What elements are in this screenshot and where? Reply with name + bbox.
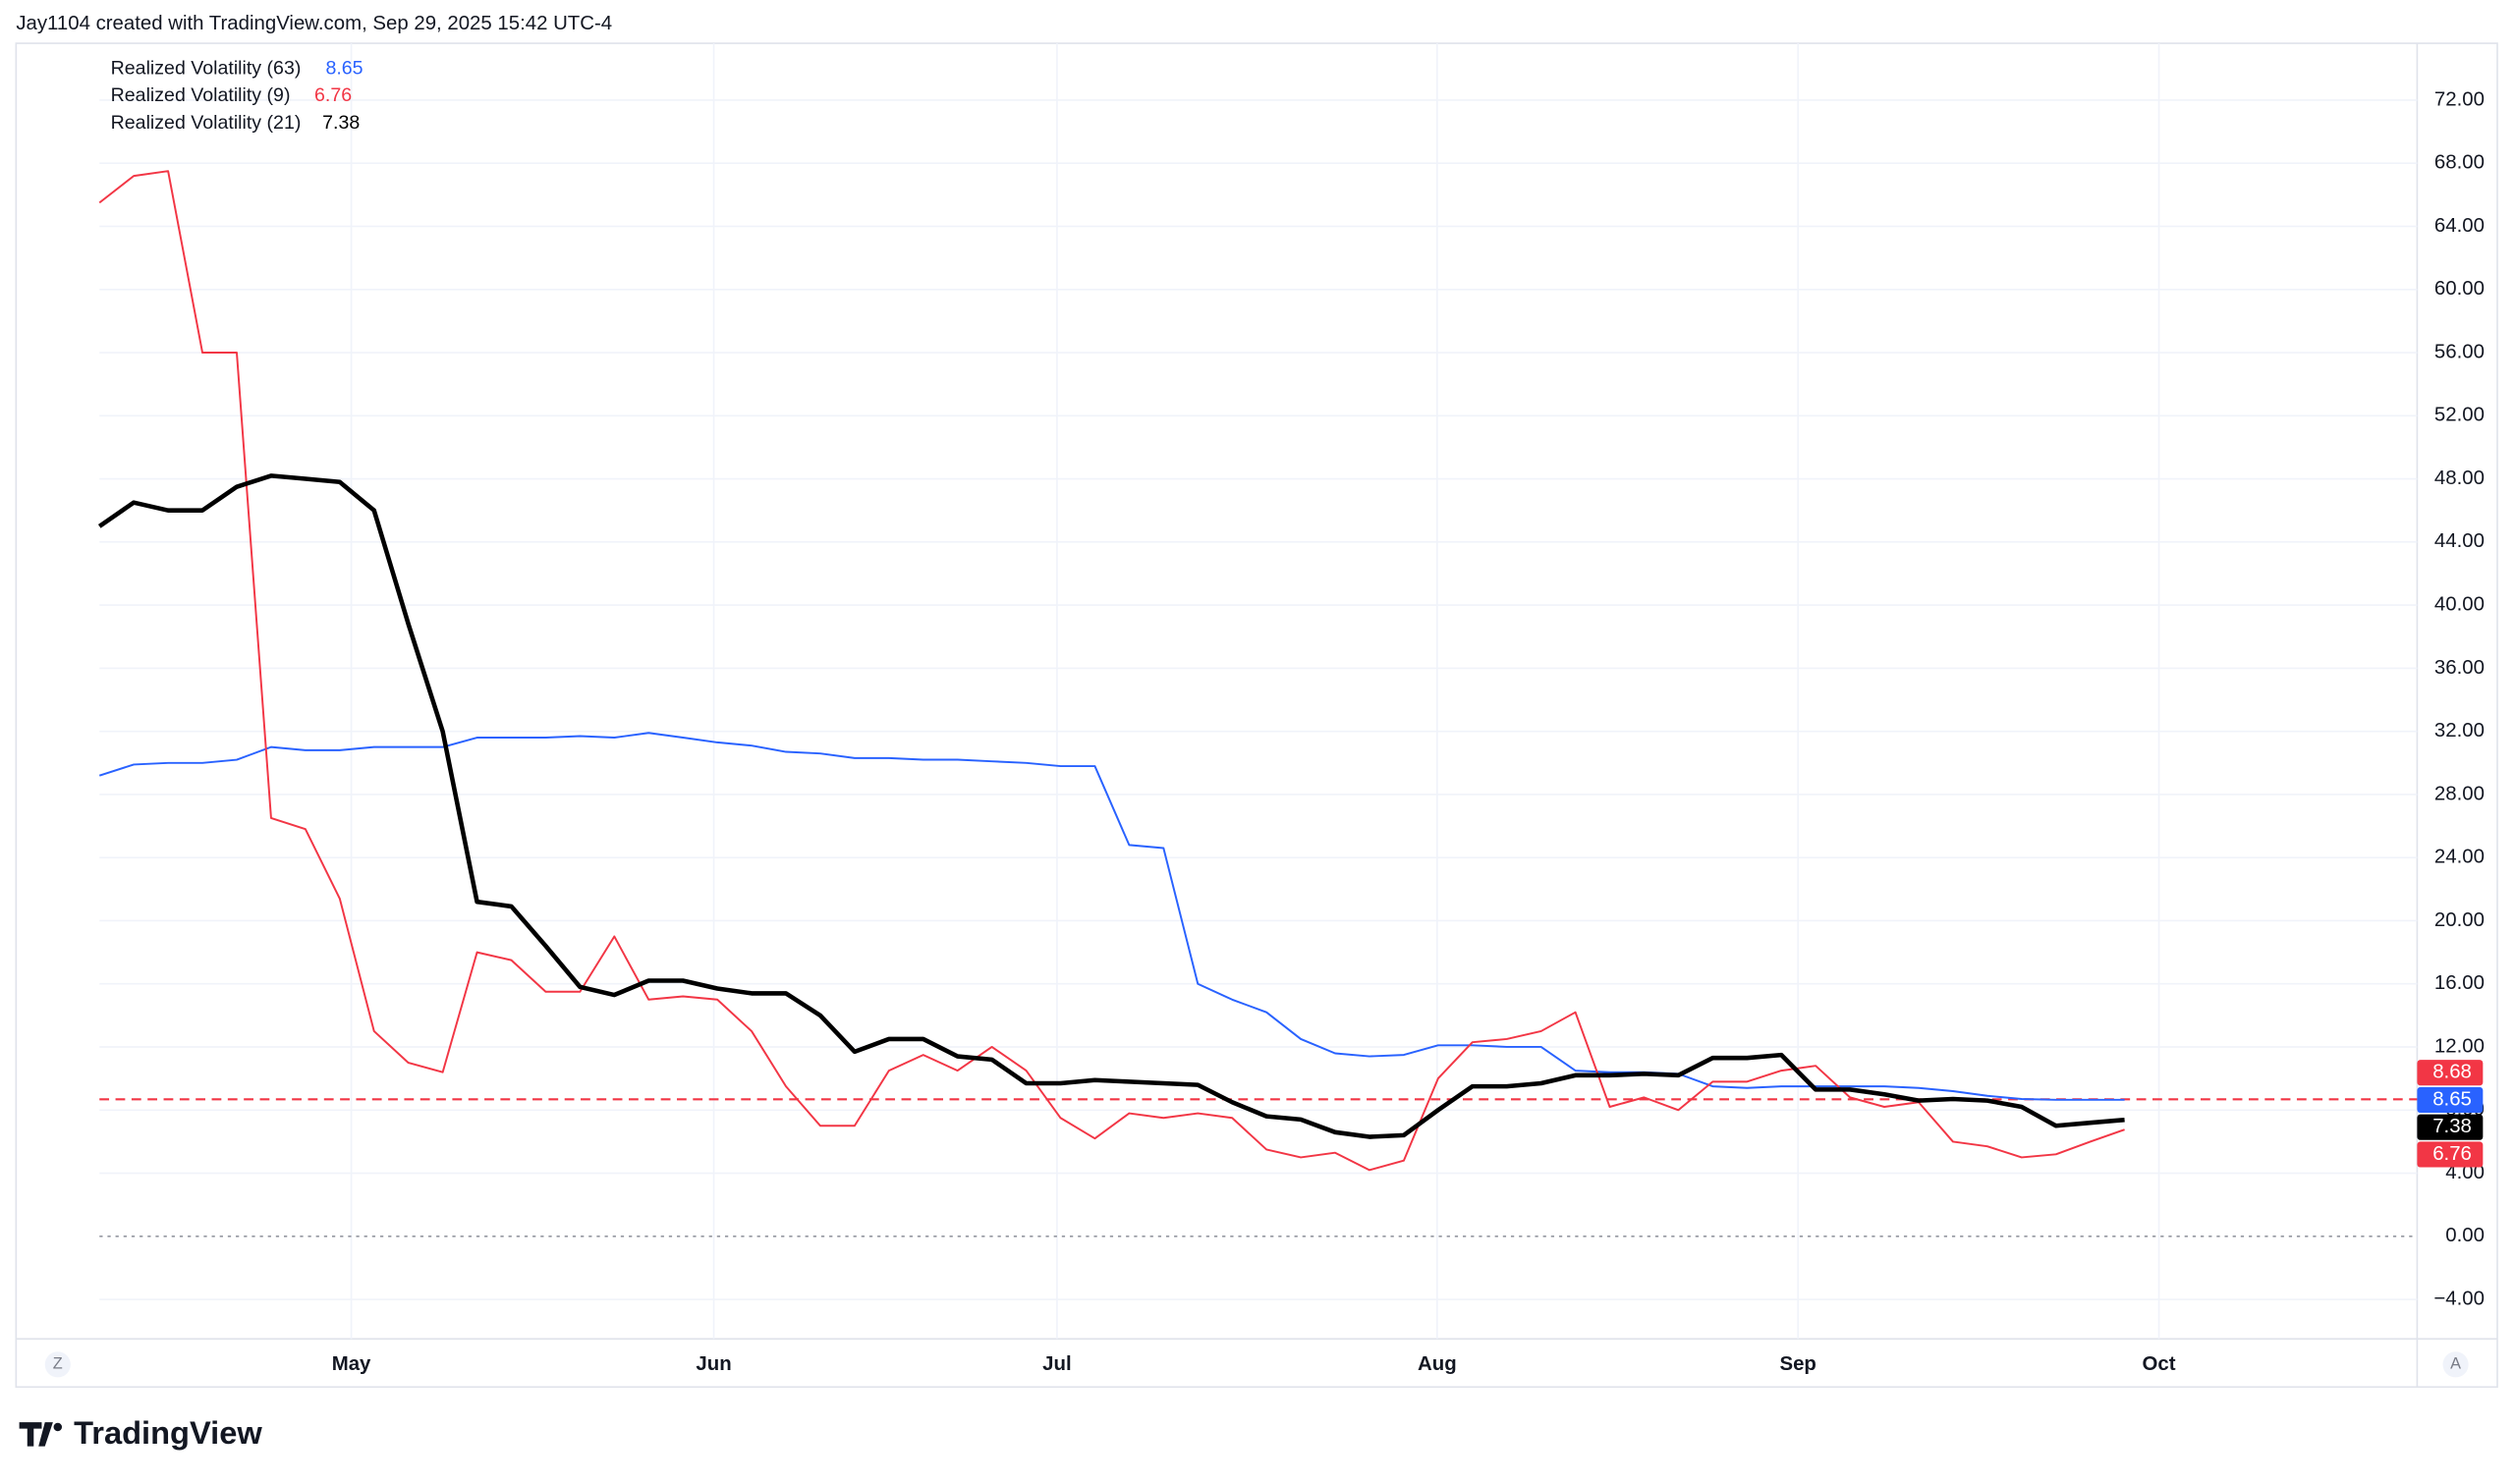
y-tick-label: 52.00 [2434, 405, 2485, 426]
y-tick-label: 28.00 [2434, 783, 2485, 804]
price-badge [2417, 1114, 2484, 1140]
legend-name: Realized Volatility (21) [111, 112, 302, 134]
x-tick-label: Jul [1042, 1353, 1071, 1375]
price-badge [2417, 1060, 2484, 1086]
legend-value: 7.38 [322, 112, 360, 134]
brand-logo: TradingView [19, 1414, 262, 1451]
brand: TradingView [74, 1414, 262, 1451]
price-badge-label: 8.68 [2432, 1062, 2472, 1083]
y-tick-label: 64.00 [2434, 215, 2485, 237]
y-tick-label: 48.00 [2434, 467, 2485, 489]
x-tick-label: May [332, 1353, 371, 1375]
legend-name: Realized Volatility (9) [111, 84, 291, 106]
y-tick-label: 12.00 [2434, 1035, 2485, 1057]
legend-value: 8.65 [325, 57, 363, 79]
logo-dot [53, 1422, 63, 1432]
series-line [97, 473, 2125, 1139]
y-tick-label: 32.00 [2434, 720, 2485, 742]
x-tick-label: Aug [1418, 1353, 1457, 1375]
auto-scale-button-label: A [2450, 1355, 2461, 1373]
y-tick-label: 72.00 [2434, 88, 2485, 110]
y-tick-label: 0.00 [2445, 1225, 2485, 1246]
price-badge-label: 8.65 [2432, 1088, 2472, 1110]
x-tick-label: Sep [1779, 1353, 1816, 1375]
chart-frame [15, 42, 2498, 1389]
y-tick-label: 56.00 [2434, 341, 2485, 362]
zoom-button[interactable] [44, 1351, 71, 1378]
y-tick-label: 40.00 [2434, 593, 2485, 615]
x-tick-label: Oct [2143, 1353, 2176, 1375]
price-badge [2417, 1086, 2484, 1114]
series-line [98, 732, 2125, 1101]
legend-value: 6.76 [314, 84, 352, 106]
y-tick-label: 24.00 [2434, 847, 2485, 868]
series-line [98, 170, 2125, 1172]
auto-scale-button[interactable] [2442, 1351, 2469, 1378]
y-tick-label: 44.00 [2434, 530, 2485, 552]
y-tick-label: −4.00 [2433, 1288, 2485, 1309]
legend-name: Realized Volatility (63) [111, 57, 302, 79]
y-tick-label: 20.00 [2434, 909, 2485, 931]
zoom-button-label: Z [53, 1355, 63, 1373]
y-tick-label: 16.00 [2434, 972, 2485, 994]
y-tick-label: 60.00 [2434, 278, 2485, 300]
price-badge-label: 6.76 [2432, 1143, 2472, 1165]
y-tick-label: 36.00 [2434, 657, 2485, 679]
price-badge-label: 7.38 [2432, 1116, 2472, 1137]
logo-mark [19, 1422, 53, 1447]
x-tick-label: Jun [696, 1353, 731, 1375]
price-badge [2417, 1141, 2484, 1168]
y-tick-label: 68.00 [2434, 152, 2485, 174]
header: Jay1104 created with TradingView.com, Se… [16, 13, 612, 34]
